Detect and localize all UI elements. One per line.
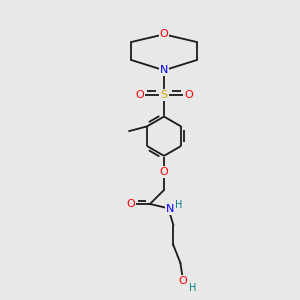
Text: O: O: [126, 199, 135, 209]
Text: O: O: [135, 90, 144, 100]
Text: O: O: [160, 167, 168, 177]
Text: O: O: [178, 276, 187, 286]
Text: O: O: [184, 90, 193, 100]
Text: S: S: [160, 90, 168, 100]
Text: O: O: [160, 29, 168, 39]
Text: N: N: [165, 204, 174, 214]
Text: N: N: [160, 65, 168, 75]
Text: H: H: [189, 283, 197, 292]
Text: H: H: [175, 200, 183, 210]
